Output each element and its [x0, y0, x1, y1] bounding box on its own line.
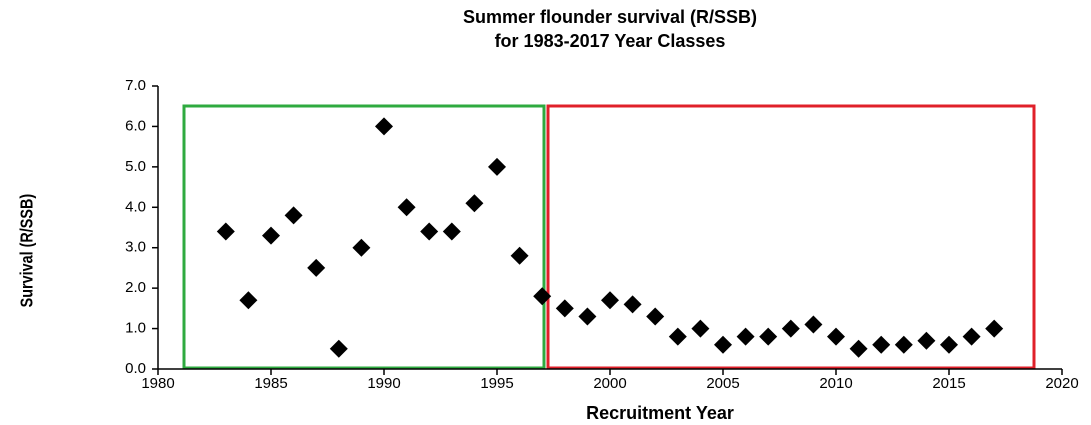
marker: [646, 307, 665, 326]
y-tick-label: 4.0: [125, 198, 146, 215]
marker: [827, 327, 845, 346]
marker: [985, 319, 1004, 338]
period-box: [182, 104, 546, 370]
y-tick-label: 1.0: [125, 320, 146, 337]
marker: [736, 327, 755, 346]
marker: [216, 222, 235, 241]
marker: [420, 222, 439, 241]
y-tick-label: 2.0: [125, 279, 146, 296]
marker: [623, 295, 642, 314]
marker: [759, 327, 778, 346]
x-tick-label: 2015: [932, 375, 965, 392]
y-tick-label: 5.0: [125, 158, 146, 175]
x-tick-label: 2010: [819, 375, 852, 392]
y-tick-label: 3.0: [125, 239, 146, 256]
marker: [284, 206, 303, 225]
y-tick-label: 6.0: [125, 117, 146, 134]
marker: [578, 307, 597, 326]
marker: [262, 226, 280, 245]
y-tick-label: 7.0: [125, 77, 146, 94]
marker: [533, 287, 552, 306]
y-tick-label: 0.0: [125, 360, 146, 377]
marker: [510, 246, 529, 265]
marker: [488, 157, 506, 176]
x-tick-label: 1980: [141, 375, 174, 392]
marker: [894, 335, 913, 354]
marker: [804, 315, 823, 334]
x-tick-label: 1985: [254, 375, 287, 392]
x-tick-label: 2000: [593, 375, 626, 392]
x-tick-label: 2020: [1045, 375, 1078, 392]
marker: [465, 194, 484, 213]
marker: [781, 319, 800, 338]
marker: [691, 319, 710, 338]
marker: [307, 258, 326, 277]
marker: [714, 335, 732, 354]
marker: [962, 327, 981, 346]
marker: [375, 117, 393, 136]
marker: [849, 339, 868, 358]
y-axis-label: Survival (R/SSB): [17, 194, 37, 308]
marker: [668, 327, 687, 346]
marker: [555, 299, 574, 318]
x-tick-label: 2005: [706, 375, 739, 392]
x-axis-label: Recruitment Year: [586, 403, 734, 423]
marker: [442, 222, 461, 241]
marker: [872, 335, 891, 354]
marker: [917, 331, 936, 350]
x-tick-label: 1995: [480, 375, 513, 392]
chart-title: for 1983-2017 Year Classes: [495, 31, 726, 51]
marker: [329, 339, 348, 358]
marker: [397, 198, 416, 217]
marker: [940, 335, 958, 354]
x-tick-label: 1990: [367, 375, 400, 392]
marker: [239, 291, 258, 310]
chart-title: Summer flounder survival (R/SSB): [463, 7, 757, 27]
marker: [601, 291, 619, 310]
period-box: [546, 104, 1036, 370]
marker: [352, 238, 371, 257]
